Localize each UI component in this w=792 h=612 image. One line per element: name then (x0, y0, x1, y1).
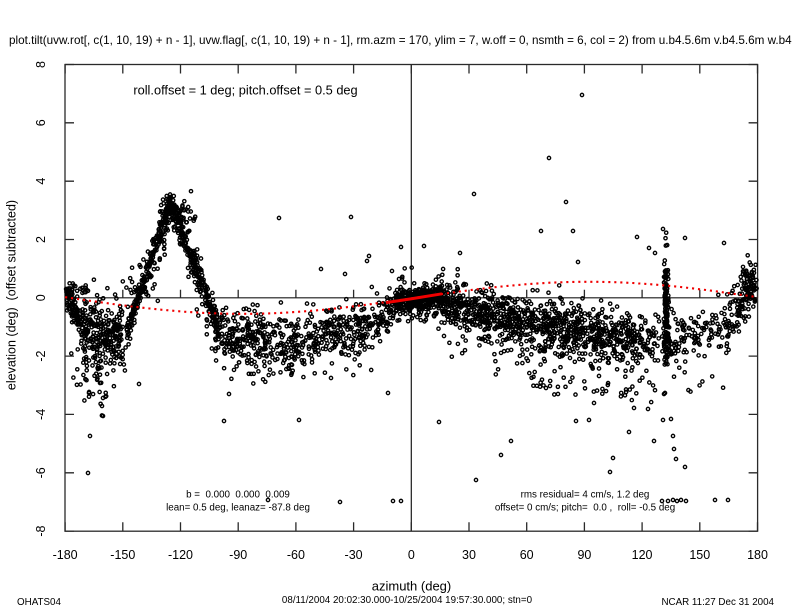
svg-text:150: 150 (689, 548, 710, 562)
svg-text:180: 180 (747, 548, 768, 562)
svg-text:60: 60 (520, 548, 534, 562)
svg-text:-90: -90 (229, 548, 247, 562)
svg-text:azimuth (deg): azimuth (deg) (372, 579, 451, 594)
svg-text:-120: -120 (168, 548, 193, 562)
svg-text:-180: -180 (53, 548, 78, 562)
svg-text:lean= 0.5 deg, leanaz= -87.8 d: lean= 0.5 deg, leanaz= -87.8 deg (166, 503, 310, 514)
svg-text:offset= 0 cm/s; pitch= 0.0 ,: offset= 0 cm/s; pitch= 0.0 , roll= -0.5 … (495, 503, 675, 514)
svg-text:4: 4 (34, 178, 48, 185)
svg-text:08/11/2004 20:02:30.000-10/25/: 08/11/2004 20:02:30.000-10/25/2004 19:57… (282, 595, 533, 606)
svg-text:roll.offset = 1 deg; pitch.off: roll.offset = 1 deg; pitch.offset = 0.5 … (133, 82, 357, 97)
svg-text:-8: -8 (34, 525, 48, 536)
svg-text:0: 0 (34, 294, 48, 301)
svg-text:8: 8 (34, 61, 48, 68)
svg-text:120: 120 (632, 548, 653, 562)
svg-text:30: 30 (462, 548, 476, 562)
svg-text:6: 6 (34, 119, 48, 126)
svg-text:-4: -4 (34, 409, 48, 420)
svg-text:elevation (deg) (offset subtr: elevation (deg) (offset subtracted) (4, 200, 18, 390)
svg-text:-60: -60 (287, 548, 305, 562)
svg-text:0: 0 (408, 548, 415, 562)
svg-text:90: 90 (577, 548, 591, 562)
svg-text:2: 2 (34, 236, 48, 243)
svg-text:-6: -6 (34, 467, 48, 478)
svg-text:-2: -2 (34, 350, 48, 361)
svg-text:b = 0.000 0.000 0.009: b = 0.000 0.000 0.009 (186, 489, 290, 500)
svg-text:NCAR 11:27 Dec 31 2004: NCAR 11:27 Dec 31 2004 (661, 597, 774, 608)
svg-text:-30: -30 (345, 548, 363, 562)
svg-text:rms residual= 4 cm/s, 1.2 deg: rms residual= 4 cm/s, 1.2 deg (521, 489, 650, 500)
svg-text:-150: -150 (110, 548, 135, 562)
svg-text:OHATS04: OHATS04 (17, 597, 61, 608)
svg-text:plot.tilt(uvw.rot[, c(1, 10, 1: plot.tilt(uvw.rot[, c(1, 10, 19) + n - 1… (9, 34, 792, 47)
